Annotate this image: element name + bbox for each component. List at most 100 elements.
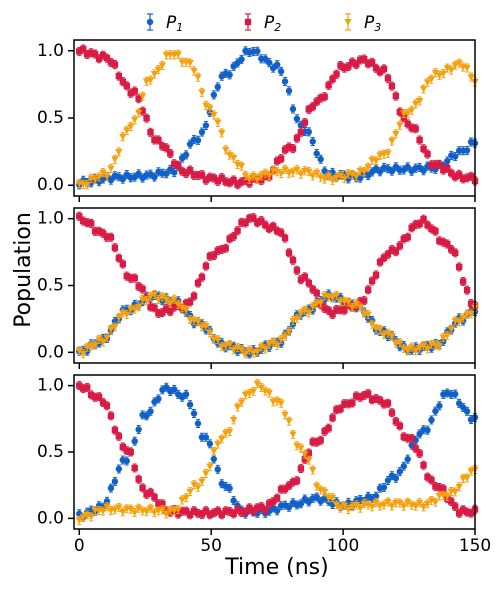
data-point	[313, 289, 320, 297]
data-point	[111, 426, 119, 434]
data-point	[226, 508, 233, 515]
data-point	[150, 509, 159, 517]
data-point	[155, 310, 162, 317]
data-point	[146, 77, 155, 84]
data-point	[167, 308, 174, 315]
data-point	[249, 388, 258, 396]
data-point	[99, 339, 107, 346]
data-point	[163, 170, 170, 177]
data-point	[198, 273, 206, 281]
data-point	[273, 494, 281, 502]
data-point	[313, 439, 320, 446]
data-point	[230, 497, 237, 504]
data-point	[242, 219, 249, 227]
data-point	[87, 49, 95, 56]
data-point	[250, 214, 257, 221]
data-point	[87, 220, 95, 227]
data-point	[182, 151, 190, 159]
data-point	[127, 123, 135, 131]
data-point	[443, 332, 451, 340]
data-point	[293, 315, 301, 323]
data-point	[293, 267, 301, 274]
data-point	[301, 451, 309, 458]
data-point	[115, 314, 123, 322]
data-point	[233, 161, 242, 169]
data-point	[127, 448, 134, 456]
data-point	[424, 473, 431, 481]
plot-frame	[73, 374, 476, 530]
data-point	[159, 500, 166, 507]
data-point	[345, 400, 352, 408]
y-tick-label: 1.0	[37, 209, 64, 229]
data-point	[364, 502, 372, 509]
data-point	[170, 296, 178, 303]
data-point	[214, 247, 221, 254]
data-point	[155, 500, 162, 507]
data-point	[194, 279, 202, 287]
data-point	[182, 507, 190, 515]
data-point	[214, 83, 221, 91]
data-point	[158, 62, 167, 70]
data-point	[210, 455, 218, 463]
data-point	[95, 55, 103, 62]
data-point	[131, 274, 138, 282]
data-point	[380, 254, 388, 262]
data-point	[337, 306, 344, 313]
x-axis-label: Time (ns)	[224, 555, 328, 580]
data-point	[384, 477, 392, 484]
data-point	[266, 500, 273, 507]
data-point	[273, 168, 281, 176]
data-point	[198, 128, 206, 136]
data-point	[357, 56, 364, 64]
data-point	[178, 168, 186, 175]
data-point	[155, 395, 162, 403]
data-point	[273, 227, 281, 235]
data-point	[297, 276, 305, 283]
data-point	[467, 300, 475, 307]
data-point	[245, 347, 254, 354]
data-point	[222, 146, 230, 154]
data-point	[357, 174, 364, 182]
data-point	[99, 52, 107, 59]
data-point	[257, 343, 265, 351]
data-point	[285, 249, 293, 256]
data-point	[150, 71, 159, 78]
data-point	[388, 333, 396, 340]
data-point	[419, 342, 428, 350]
data-point	[166, 300, 174, 307]
data-point	[443, 65, 451, 72]
data-point	[285, 504, 293, 511]
data-point	[435, 343, 444, 350]
data-point	[340, 175, 349, 183]
data-point	[420, 461, 427, 469]
data-point	[175, 162, 182, 169]
data-point	[131, 437, 138, 445]
data-point	[206, 173, 214, 181]
data-point	[372, 157, 380, 165]
data-point	[178, 304, 186, 312]
x-tick-label: 0	[74, 536, 85, 556]
data-point	[372, 499, 380, 507]
data-point	[265, 390, 273, 397]
data-point	[174, 301, 182, 308]
panel-3: 0.0 0.5 1.0 0 50 100 150	[37, 374, 491, 556]
data-point	[107, 412, 115, 419]
data-point	[135, 476, 142, 483]
data-point	[404, 234, 411, 241]
data-point	[242, 508, 249, 515]
data-point	[123, 447, 130, 454]
data-point	[336, 172, 345, 180]
data-point	[75, 347, 83, 355]
data-point	[246, 504, 253, 512]
data-point	[206, 440, 214, 447]
data-point	[87, 513, 95, 521]
data-point	[79, 350, 87, 358]
data-point	[155, 136, 162, 144]
data-point	[396, 499, 404, 507]
data-point	[80, 385, 87, 392]
data-point	[459, 314, 467, 322]
data-point	[123, 311, 131, 319]
data-point	[83, 219, 91, 226]
data-point	[142, 508, 151, 516]
data-point	[273, 342, 281, 350]
